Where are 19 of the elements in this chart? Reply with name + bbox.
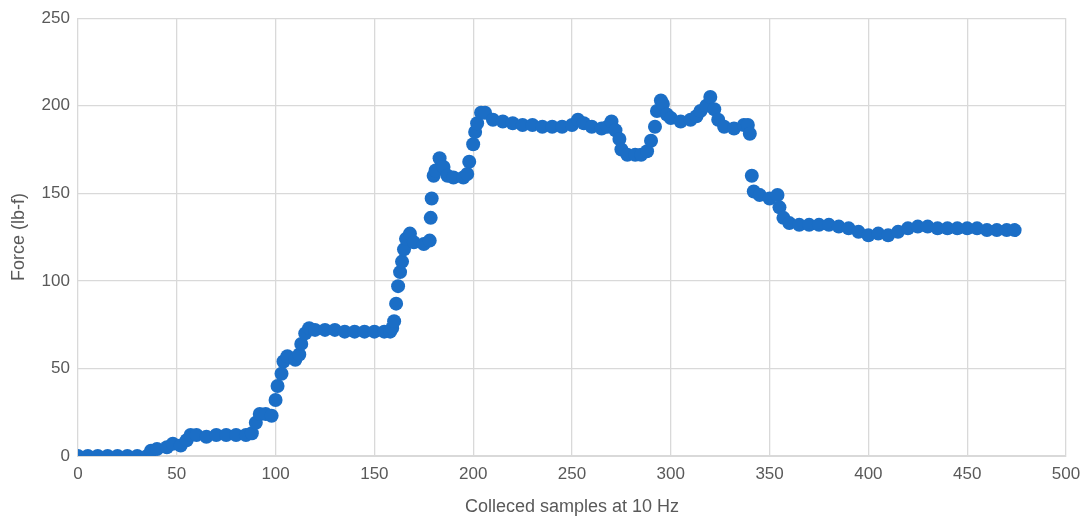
x-tick-label: 150 — [360, 463, 389, 483]
x-tick-label: 0 — [73, 463, 83, 483]
x-tick-label: 200 — [458, 463, 488, 483]
y-tick-label: 100 — [41, 270, 70, 290]
x-tick-label: 400 — [854, 463, 883, 483]
x-tick-label: 450 — [953, 463, 982, 483]
y-tick-label: 0 — [60, 445, 70, 465]
x-tick-label: 300 — [656, 463, 685, 483]
x-tick-label: 350 — [755, 463, 784, 483]
y-tick-label: 150 — [41, 183, 70, 203]
y-tick-label: 50 — [51, 358, 70, 378]
y-tick-label: 250 — [41, 7, 70, 27]
x-tick-label: 500 — [1051, 463, 1081, 483]
x-tick-label: 250 — [557, 463, 587, 483]
y-axis-title: Force (lb-f) — [7, 193, 28, 282]
x-tick-label: 50 — [167, 463, 187, 483]
x-axis-title: Colleced samples at 10 Hz — [464, 496, 680, 517]
x-tick-label: 100 — [261, 463, 290, 483]
y-tick-label: 200 — [41, 95, 70, 115]
